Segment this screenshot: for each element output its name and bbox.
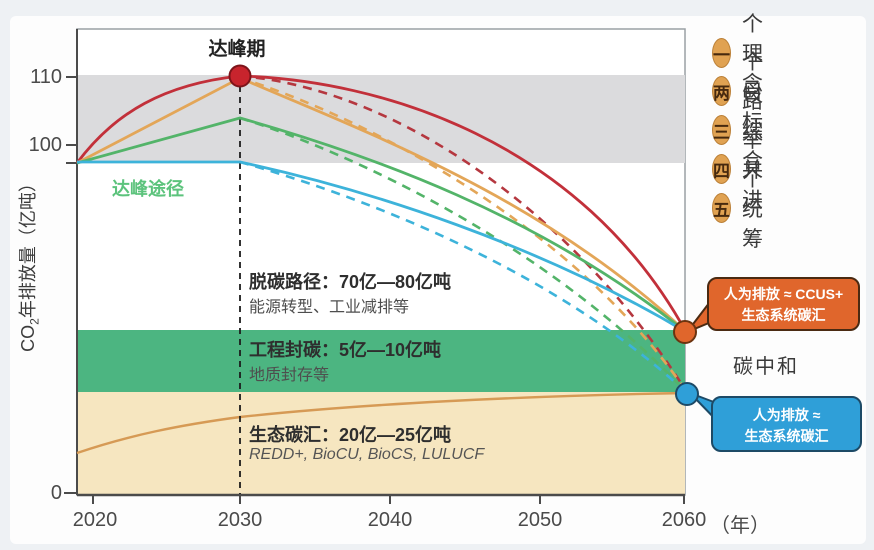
x-tick-2060: 2060 — [661, 509, 707, 531]
legend-label-1: 个理念 — [742, 13, 765, 96]
legend-item-1: 一 个理念 — [712, 13, 776, 96]
eco-convergence-dot — [675, 382, 699, 406]
legend-label-4: 举并进 — [742, 129, 765, 212]
eco-carbon-sink-tan-band — [77, 392, 685, 495]
legend-item-3: 三 路综合 — [712, 90, 776, 173]
x-axis-ticks — [92, 495, 685, 504]
ccus-callout: 人为排放 ≈ CCUS+ 生态系统碳汇 — [707, 277, 860, 331]
x-tick-2020: 2020 — [72, 509, 118, 531]
legend-label-2: 个目标 — [742, 51, 765, 134]
decarb-band-title: 脱碳路径：70亿—80亿吨 — [249, 272, 452, 292]
carbon-neutral-label: 碳中和 — [733, 356, 799, 378]
eco-band-subtitle: REDD+, BioCU, BioCS, LULUCF — [249, 446, 485, 463]
eco-callout-line2: 生态系统碳汇 — [744, 428, 829, 444]
ccs-band-title: 工程封碳：5亿—10亿吨 — [249, 340, 442, 360]
eco-band-title: 生态碳汇：20亿—25亿吨 — [249, 425, 452, 445]
y-tick-100: 100 — [28, 134, 62, 156]
eco-callout: 人为排放 ≈ 生态系统碳汇 — [711, 396, 862, 452]
decarb-band-subtitle: 能源转型、工业减排等 — [249, 299, 410, 316]
legend-label-5: 个统筹 — [742, 168, 765, 251]
legend-badge-5: 五 — [712, 193, 731, 223]
pathway-green-solid-line — [76, 116, 687, 334]
y-tick-0: 0 — [50, 482, 62, 504]
ccs-band-subtitle: 地质封存等 — [249, 367, 330, 384]
y-axis-title-rest: 年排放量（亿吨） — [18, 174, 38, 319]
pathway-cyan-solid-line — [77, 160, 687, 334]
ccus-callout-line2: 生态系统碳汇 — [741, 307, 826, 323]
pathway-orange-solid-line — [76, 76, 687, 334]
y-tick-110: 110 — [30, 66, 62, 88]
pathway-orange-dashed-line — [239, 76, 690, 395]
pathway-red-dashed-line — [239, 74, 690, 395]
y-axis-title-subscript: 2 — [27, 318, 42, 325]
legend-badge-1: 一 — [712, 38, 731, 68]
pathway-cyan-dashed-line — [239, 160, 689, 395]
pathway-red-solid-line — [75, 74, 688, 333]
legend-badge-2: 两 — [712, 76, 731, 106]
ccus-convergence-dot — [673, 320, 697, 344]
legend-item-4: 四 举并进 — [712, 129, 776, 212]
eco-sink-curve — [76, 391, 687, 455]
ccus-callout-line1: 人为排放 ≈ CCUS+ — [723, 286, 844, 302]
y-axis-title-co: CO — [18, 324, 38, 352]
engineering-carbon-green-band — [77, 330, 685, 392]
peak-period-label: 达峰期 — [208, 39, 266, 60]
legend-badge-4: 四 — [712, 154, 731, 184]
x-axis-unit: （年） — [710, 515, 770, 537]
x-tick-2030: 2030 — [217, 509, 263, 531]
peak-range-gray-band — [77, 75, 685, 163]
pathway-green-dashed-line — [239, 116, 689, 395]
legend-item-2: 两 个目标 — [712, 51, 776, 134]
peak-dot — [228, 64, 252, 88]
legend-label-3: 路综合 — [742, 90, 765, 173]
eco-callout-line1: 人为排放 ≈ — [752, 407, 821, 423]
peak-pathway-label: 达峰途径 — [112, 179, 184, 199]
y-axis-ticks — [64, 76, 77, 494]
x-tick-2040: 2040 — [367, 509, 413, 531]
legend-badge-3: 三 — [712, 115, 731, 145]
x-tick-2050: 2050 — [517, 509, 563, 531]
legend-item-5: 五 个统筹 — [712, 168, 776, 251]
